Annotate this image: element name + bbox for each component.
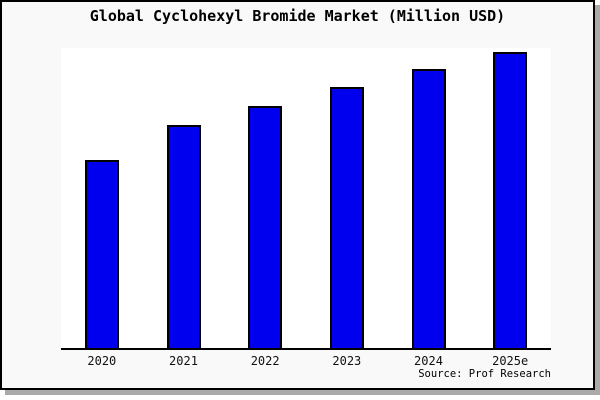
plot-area xyxy=(61,48,551,350)
x-tick-label-2021: 2021 xyxy=(169,354,198,368)
bar-2020 xyxy=(84,160,119,348)
x-tick-label-2022: 2022 xyxy=(250,354,280,368)
source-note: Source: Prof Research xyxy=(418,368,551,380)
bar-2025e xyxy=(493,52,528,348)
bar-2022 xyxy=(248,106,283,348)
x-tick-label-2025e: 2025e xyxy=(492,354,529,368)
x-axis-labels: 2020 2021 2022 2023 2024 2025e xyxy=(61,354,551,370)
bar-2024 xyxy=(411,69,446,348)
x-tick-label-2023: 2023 xyxy=(332,354,362,368)
x-tick-label-2024: 2024 xyxy=(414,354,443,368)
chart-frame: Global Cyclohexyl Bromide Market (Millio… xyxy=(0,0,595,390)
bar-2021 xyxy=(166,125,201,348)
x-tick-label-2020: 2020 xyxy=(87,354,117,368)
chart-title: Global Cyclohexyl Bromide Market (Millio… xyxy=(89,7,506,25)
bar-2023 xyxy=(329,87,364,348)
